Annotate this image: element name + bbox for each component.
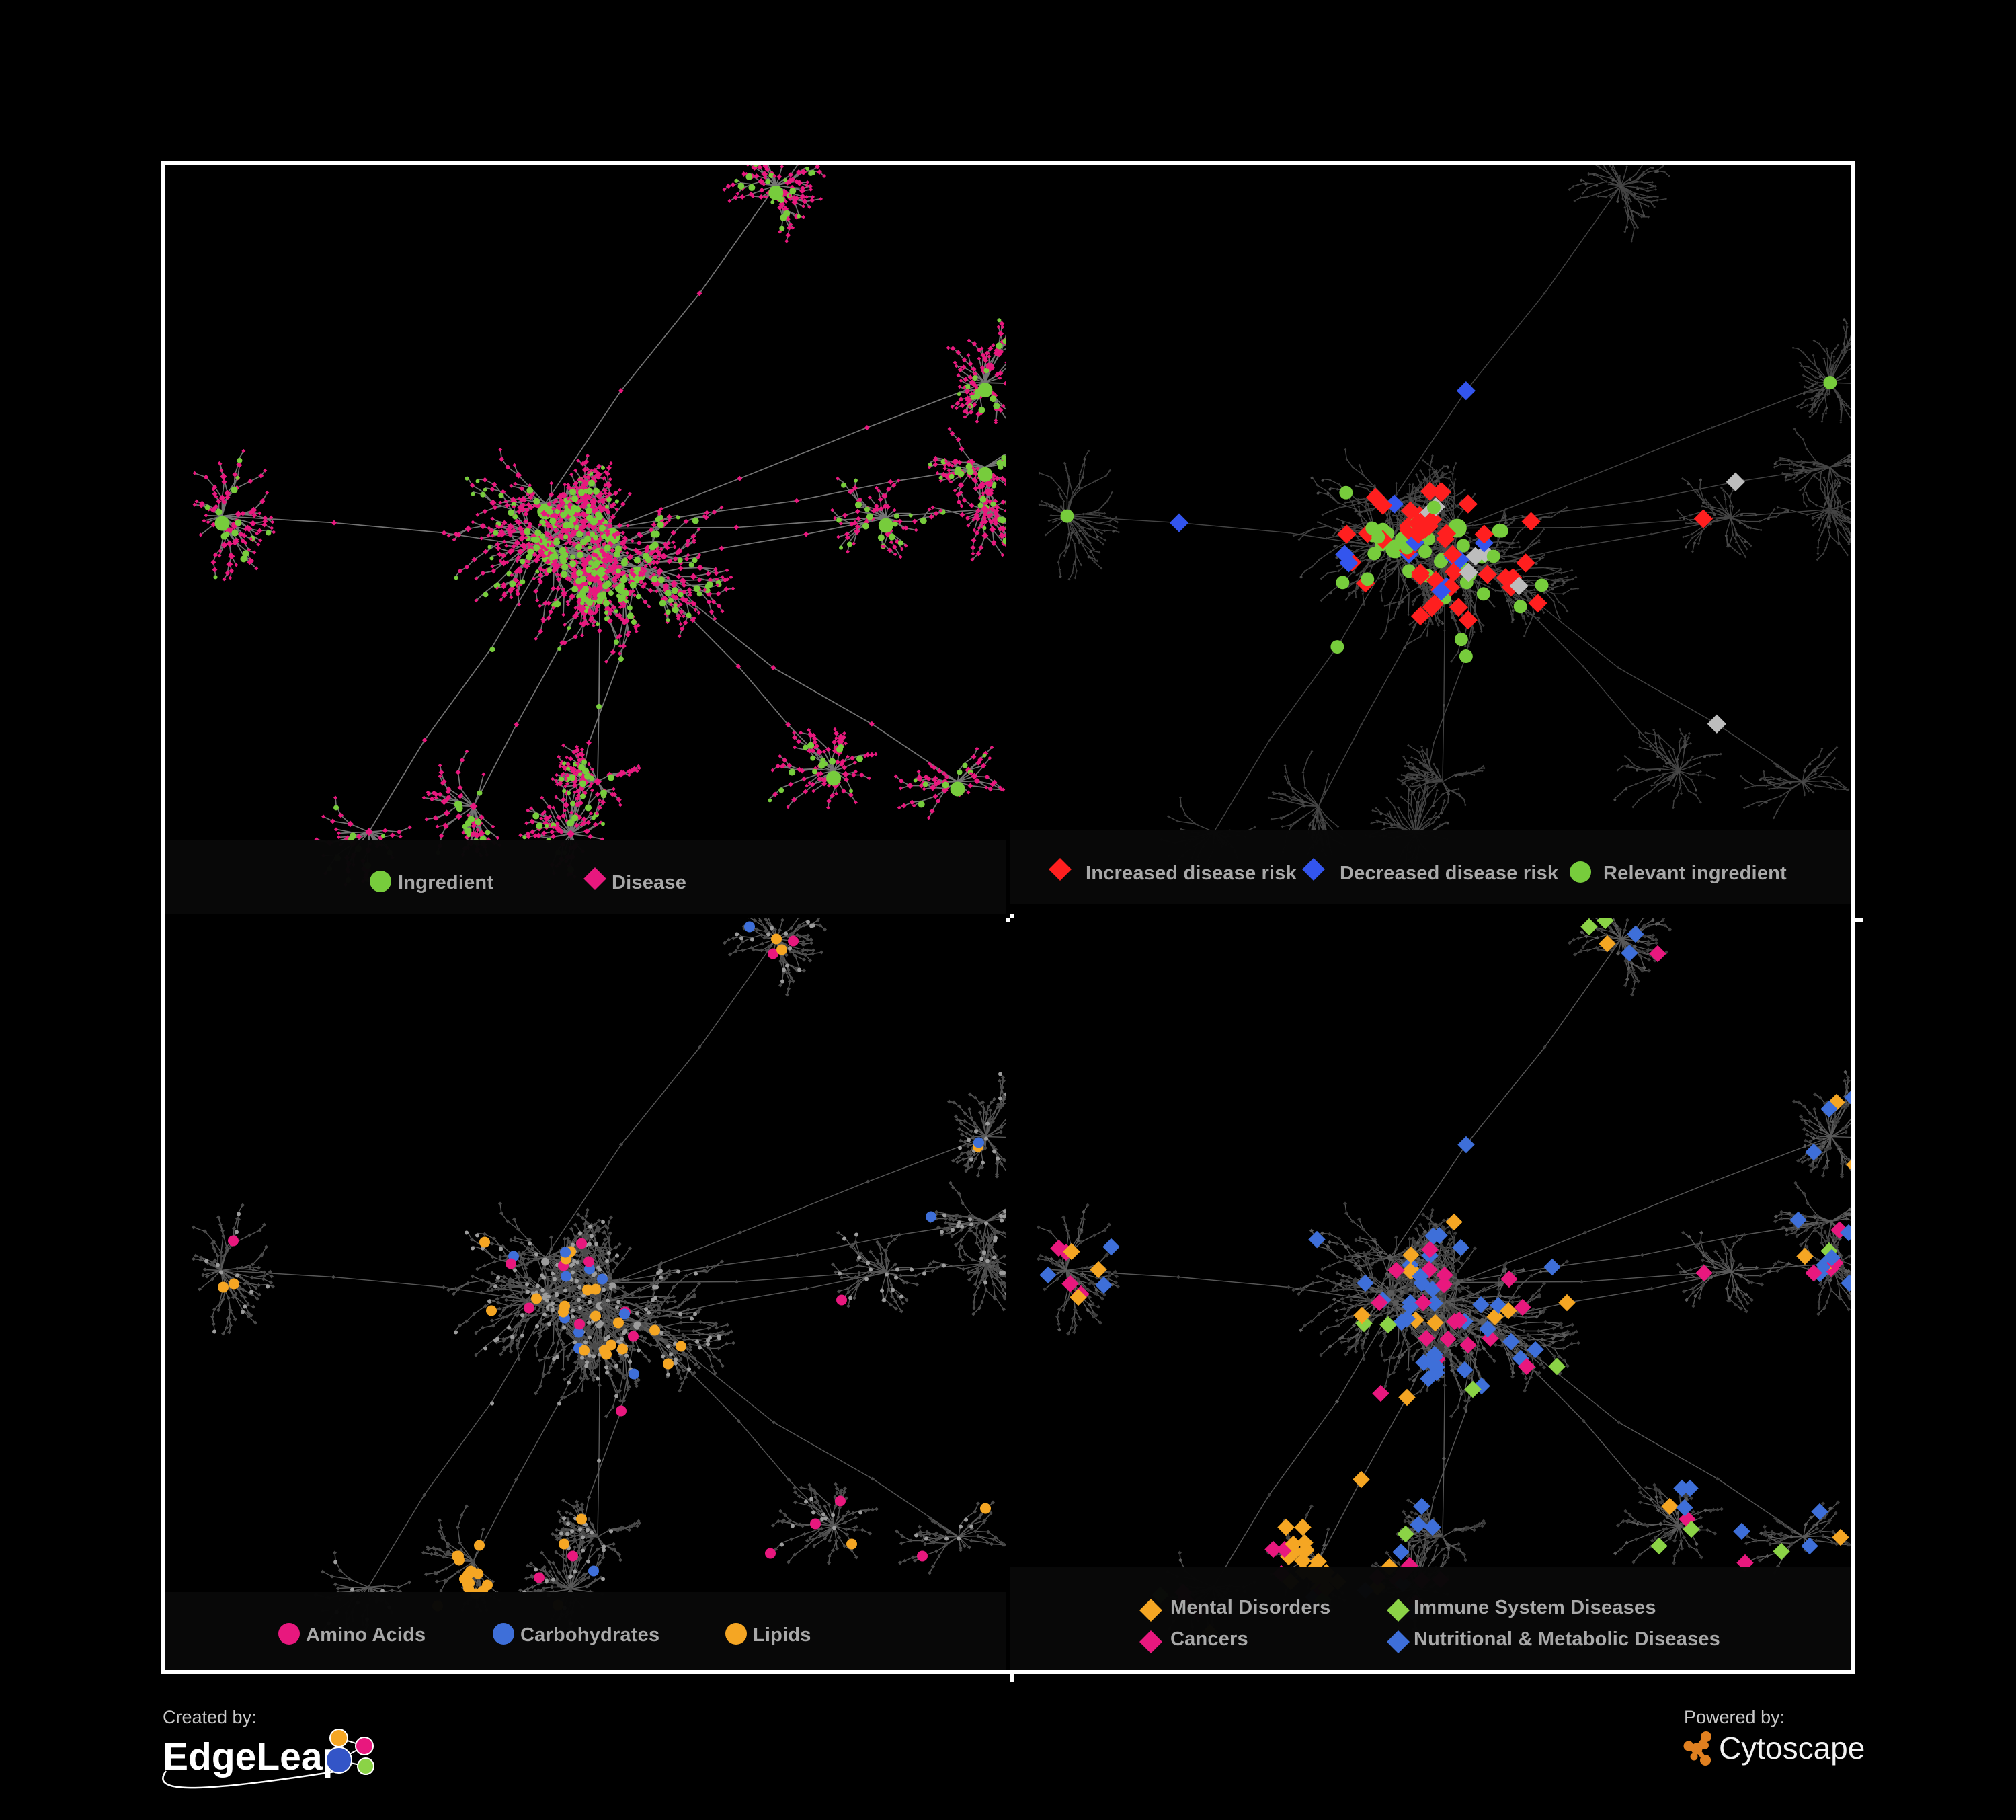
svg-text:EdgeLeap: EdgeLeap <box>163 1735 346 1778</box>
svg-text:Cytoscape: Cytoscape <box>1719 1731 1865 1766</box>
